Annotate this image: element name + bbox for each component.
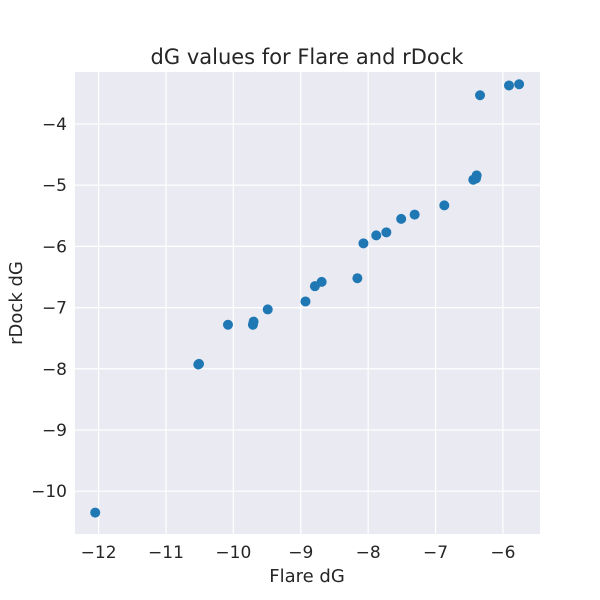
- grid: [75, 72, 540, 534]
- x-axis-ticks: −12 −11 −10 −9 −8 −7 −6: [81, 543, 516, 563]
- data-point: [371, 230, 382, 241]
- data-point: [90, 507, 101, 518]
- x-tick-label: −9: [288, 543, 313, 563]
- x-tick-label: −12: [81, 543, 117, 563]
- data-point: [439, 200, 450, 211]
- data-points: [90, 79, 525, 518]
- y-tick-label: −9: [42, 421, 67, 441]
- y-axis-ticks: −10 −9 −8 −7 −6 −5 −4: [31, 115, 67, 502]
- chart-title: dG values for Flare and rDock: [151, 45, 465, 69]
- data-point: [262, 304, 273, 315]
- data-point: [316, 276, 327, 287]
- data-point: [381, 227, 392, 238]
- data-point: [222, 319, 233, 330]
- x-tick-label: −11: [148, 543, 184, 563]
- data-point: [194, 358, 204, 369]
- y-tick-label: −7: [42, 299, 67, 319]
- data-point: [300, 296, 311, 307]
- y-tick-label: −4: [42, 115, 67, 135]
- y-tick-label: −10: [31, 482, 67, 502]
- y-tick-label: −5: [42, 176, 67, 196]
- data-point: [475, 90, 486, 101]
- data-point: [248, 316, 259, 327]
- x-tick-label: −8: [356, 543, 381, 563]
- data-point: [352, 273, 363, 284]
- y-axis-label: rDock dG: [6, 261, 27, 345]
- x-tick-label: −6: [490, 543, 515, 563]
- data-point: [471, 170, 482, 181]
- data-point: [514, 79, 525, 90]
- y-tick-label: −8: [42, 360, 67, 380]
- data-point: [504, 80, 514, 91]
- y-tick-label: −6: [42, 237, 67, 257]
- data-point: [396, 213, 407, 224]
- x-axis-label: Flare dG: [269, 566, 345, 587]
- x-tick-label: −10: [215, 543, 251, 563]
- x-tick-label: −7: [423, 543, 448, 563]
- data-point: [358, 238, 369, 249]
- data-point: [409, 209, 420, 220]
